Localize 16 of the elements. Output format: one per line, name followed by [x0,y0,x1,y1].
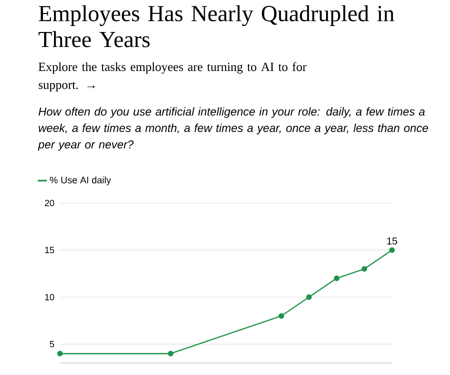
y-tick-label: 15 [45,246,54,254]
chart-title: Employees Has Nearly Quadrupled in Three Years [38,5,394,48]
y-tick-label: 10 [45,294,54,300]
legend-label: % Use AI daily [50,176,112,186]
y-tick-label: 5 [50,341,54,348]
point [57,350,63,356]
point [362,266,368,272]
text: How often do you use artificial intelligence in your role: daily, a few times a week, a few times a month, a few times a year, once a year, less than once per year or never? [38,107,428,151]
y-tick-label: 20 [44,200,54,206]
point [389,247,395,253]
chart-subtitle: Explore the tasks employees are turning to AI to for support. → [38,62,306,92]
point [306,294,312,300]
point [278,313,284,319]
point [334,276,340,282]
point [168,350,174,356]
data-label: 15 [387,238,398,245]
